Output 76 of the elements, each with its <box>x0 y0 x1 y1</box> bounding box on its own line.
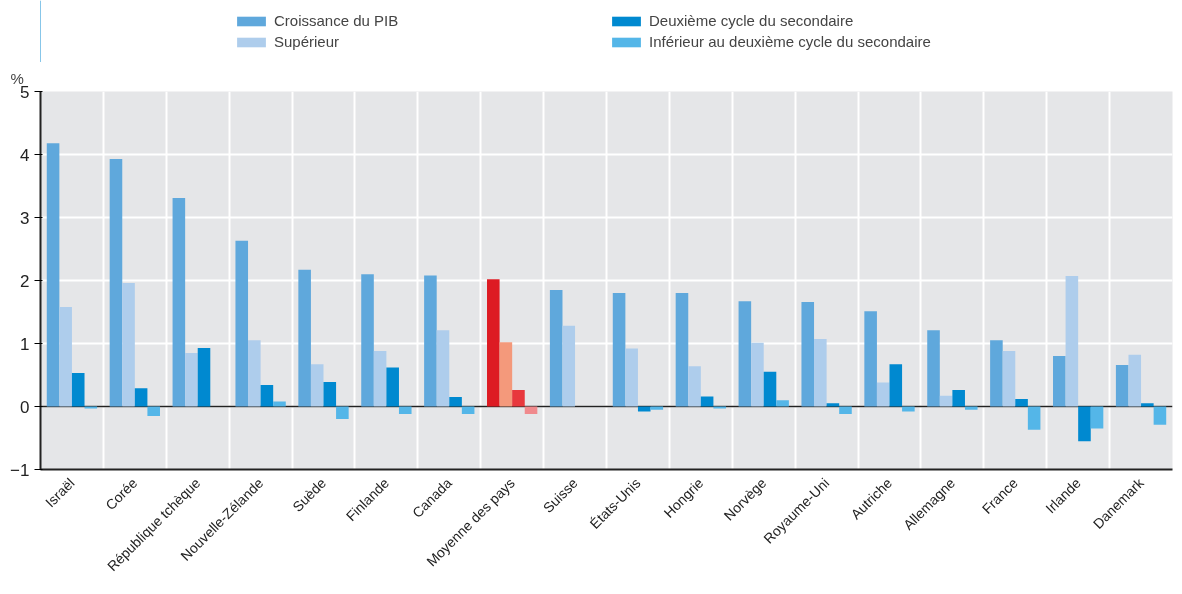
bar <box>436 330 450 407</box>
legend-label: Croissance du PIB <box>274 12 400 29</box>
bar <box>612 293 626 407</box>
bar <box>185 352 198 407</box>
bar <box>801 301 815 407</box>
legend-label: Deuxième cycle du secondaire <box>649 12 855 29</box>
bar <box>499 342 513 407</box>
y-tick-label: −1 <box>10 460 30 480</box>
bar <box>449 397 462 407</box>
bar <box>59 306 72 407</box>
bar <box>650 406 664 410</box>
bar <box>675 293 689 407</box>
bar <box>1065 276 1079 407</box>
bar <box>549 289 563 407</box>
y-tick-label: 4 <box>20 145 30 165</box>
bar <box>902 406 915 412</box>
bar <box>310 364 324 407</box>
bar <box>248 340 261 407</box>
bar <box>700 396 714 407</box>
bar <box>738 301 752 407</box>
legend-label: Supérieur <box>274 33 341 50</box>
bar <box>1078 406 1091 442</box>
bar <box>487 279 500 407</box>
bar <box>109 158 123 407</box>
bar <box>46 143 60 407</box>
bar <box>273 401 286 407</box>
bar <box>361 274 374 407</box>
bar <box>424 275 437 407</box>
bar <box>826 403 840 407</box>
bar <box>1090 406 1104 429</box>
legend-label: Inférieur au deuxième cycle du secondaire <box>649 33 932 50</box>
y-axis-title: % <box>10 69 24 87</box>
bar <box>1015 398 1028 407</box>
bar <box>562 325 576 407</box>
bar <box>512 390 525 407</box>
bar <box>1027 406 1041 430</box>
bar <box>864 311 877 407</box>
bar <box>336 406 349 420</box>
bar <box>235 240 249 407</box>
bar <box>625 348 638 407</box>
bar <box>373 351 387 407</box>
bar <box>197 347 211 407</box>
bar <box>1141 403 1154 407</box>
bar <box>323 381 337 407</box>
bar <box>964 406 978 410</box>
bar <box>260 385 274 407</box>
bar <box>172 197 186 407</box>
bar <box>386 367 399 407</box>
bar <box>1128 354 1142 407</box>
bar <box>939 395 953 407</box>
bar <box>688 366 701 407</box>
bar <box>122 283 135 407</box>
bar <box>1115 364 1129 407</box>
bar <box>71 373 85 407</box>
bar <box>763 371 777 407</box>
bar <box>134 388 148 407</box>
bar <box>876 382 890 407</box>
bar <box>1002 351 1016 407</box>
bar <box>637 406 651 412</box>
bar <box>990 340 1003 407</box>
bar <box>927 330 940 407</box>
bar <box>839 406 852 415</box>
y-tick-label: 1 <box>20 334 30 354</box>
y-tick-label: 3 <box>20 208 30 228</box>
bar <box>147 406 160 416</box>
bar <box>1153 406 1167 425</box>
bar <box>776 400 789 407</box>
bar <box>398 406 412 415</box>
y-tick-label: 0 <box>20 397 30 417</box>
bar <box>952 390 965 407</box>
bar <box>1053 356 1066 407</box>
bar <box>298 269 311 407</box>
y-tick-label: 2 <box>20 271 30 291</box>
bar <box>889 364 903 407</box>
bar <box>814 339 827 407</box>
bar <box>751 342 764 407</box>
